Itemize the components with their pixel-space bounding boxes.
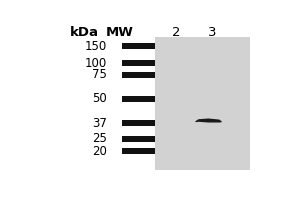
Bar — [122, 60, 155, 66]
Polygon shape — [195, 118, 222, 123]
Bar — [122, 43, 155, 49]
Bar — [155, 37, 250, 170]
Bar — [122, 96, 155, 102]
Text: MW: MW — [106, 26, 134, 39]
Bar — [122, 72, 155, 78]
Bar — [122, 136, 155, 142]
Text: kDa: kDa — [70, 26, 98, 39]
Text: 100: 100 — [85, 57, 107, 70]
Text: 150: 150 — [85, 40, 107, 53]
Text: 2: 2 — [172, 26, 180, 39]
Text: 37: 37 — [92, 117, 107, 130]
Text: 50: 50 — [92, 92, 107, 105]
Text: 3: 3 — [208, 26, 216, 39]
Text: 25: 25 — [92, 132, 107, 145]
Bar — [122, 120, 155, 126]
Text: 75: 75 — [92, 68, 107, 81]
Bar — [122, 148, 155, 154]
Text: 20: 20 — [92, 145, 107, 158]
